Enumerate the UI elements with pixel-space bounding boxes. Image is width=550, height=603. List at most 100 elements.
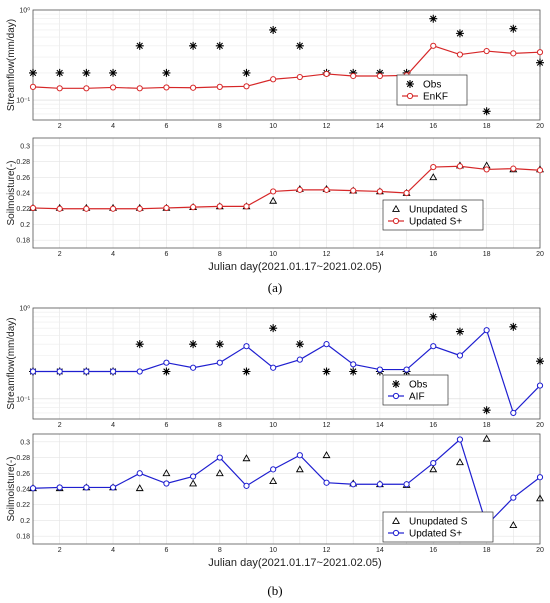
x-tick-label: 14: [376, 251, 384, 258]
data-point: [456, 436, 464, 443]
legend-box: [382, 374, 449, 406]
data-point: [242, 454, 251, 462]
data-point: [136, 470, 143, 477]
x-tick-label: 14: [376, 422, 384, 429]
data-point: [429, 173, 438, 181]
data-point: [270, 76, 277, 83]
data-point: [403, 366, 410, 373]
data-point: [56, 205, 63, 212]
data-point: [83, 368, 90, 375]
data-point: [189, 41, 198, 50]
data-point: [29, 485, 37, 492]
data-point: [510, 50, 517, 57]
data-point: [216, 83, 223, 90]
caption-a: (a): [268, 280, 282, 295]
data-point: [295, 340, 304, 349]
data-point: [189, 479, 198, 487]
data-point: [215, 340, 224, 349]
legend-label: AIF: [409, 392, 425, 403]
data-point: [216, 203, 223, 210]
data-point: [136, 368, 143, 375]
y-tick-label: 0.2: [20, 518, 30, 525]
x-tick-label: 4: [111, 251, 115, 258]
data-point: [135, 340, 144, 349]
y-tick-label: 10⁰: [19, 305, 30, 313]
x-tick-label: 12: [323, 251, 331, 258]
data-point: [270, 364, 277, 371]
legend-label: Unupdated S: [409, 517, 468, 528]
x-tick-label: 10: [269, 251, 277, 258]
x-tick-label: 20: [536, 251, 544, 258]
chart-panel-2: 2 4 6 8 10 12 14 16 18 20 0.18 0.2 0.22 0.24 0.26 0.28 0…: [6, 137, 544, 258]
x-axis-label-a: Julian day(2021.01.17~2021.02.05): [208, 261, 381, 273]
data-point: [243, 83, 250, 90]
data-point: [510, 409, 517, 417]
data-point: [429, 465, 438, 473]
legend-label: EnKF: [423, 92, 448, 103]
data-point: [162, 469, 171, 477]
data-point: [190, 204, 197, 211]
chart-panel-4: 2 4 6 8 10 12 14 16 18 20 0.18 0.2 0.22 0.24 0.26 0.28 0…: [6, 433, 544, 554]
data-point: [510, 165, 517, 172]
data-point: [243, 343, 250, 350]
data-point: [269, 324, 278, 333]
y-tick-label: 0.18: [16, 238, 30, 245]
x-tick-label: 16: [429, 123, 437, 130]
data-point: [430, 343, 437, 350]
y-tick-label: 0.2: [20, 222, 30, 229]
data-point: [536, 474, 544, 481]
data-point: [295, 465, 304, 473]
data-point: [376, 188, 383, 195]
y-tick-label: 10⁰: [19, 7, 30, 15]
y-tick-label: 10⁻¹: [16, 98, 30, 105]
x-tick-label: 4: [111, 123, 115, 130]
chart-panel-1: 2 4 6 8 10 12 14 16 18 20 10⁻¹ 10⁰Streamflow(mm/day…: [6, 7, 544, 130]
data-point: [456, 352, 464, 359]
data-point: [269, 196, 278, 204]
data-point: [456, 163, 464, 170]
data-point: [403, 481, 410, 488]
data-point: [243, 203, 250, 210]
y-tick-label: 0.26: [16, 175, 30, 182]
x-tick-label: 14: [376, 123, 384, 130]
data-point: [509, 24, 518, 33]
data-point: [216, 359, 223, 366]
legend-box: [382, 199, 484, 231]
data-point: [349, 367, 358, 376]
x-tick-label: 20: [536, 547, 544, 554]
data-point: [83, 484, 90, 491]
data-point: [56, 484, 63, 491]
legend-label: Updated S+: [409, 217, 462, 228]
data-point: [242, 68, 251, 77]
y-tick-label: 0.22: [16, 502, 30, 509]
data-point: [322, 451, 331, 459]
x-tick-label: 6: [164, 251, 168, 258]
legend-label: Obs: [409, 380, 427, 391]
data-point: [163, 204, 170, 212]
data-point: [190, 84, 197, 91]
series-line: [32, 45, 541, 89]
data-point: [83, 85, 90, 92]
data-point: [55, 68, 64, 77]
legend-marker: [406, 80, 414, 88]
data-point: [296, 356, 303, 363]
data-point: [482, 434, 491, 442]
legend-label: Updated S+: [409, 529, 462, 540]
data-point: [376, 481, 383, 488]
legend-marker: [392, 204, 400, 212]
x-tick-label: 6: [164, 547, 168, 554]
x-tick-label: 6: [164, 123, 168, 130]
y-axis-label: Soilmoisture(-): [6, 160, 17, 225]
legend-marker: [392, 380, 400, 388]
series-enkf: [29, 42, 544, 92]
data-point: [350, 361, 357, 368]
x-tick-label: 8: [218, 251, 222, 258]
y-tick-label: 0.26: [16, 471, 30, 478]
data-point: [376, 72, 383, 80]
data-point: [403, 189, 410, 197]
data-point: [483, 47, 490, 55]
chart-panel-3: 2 4 6 8 10 12 14 16 18 20 10⁻¹ 10⁰Streamflow(mm/day…: [6, 305, 544, 429]
y-tick-label: 0.24: [16, 487, 30, 494]
